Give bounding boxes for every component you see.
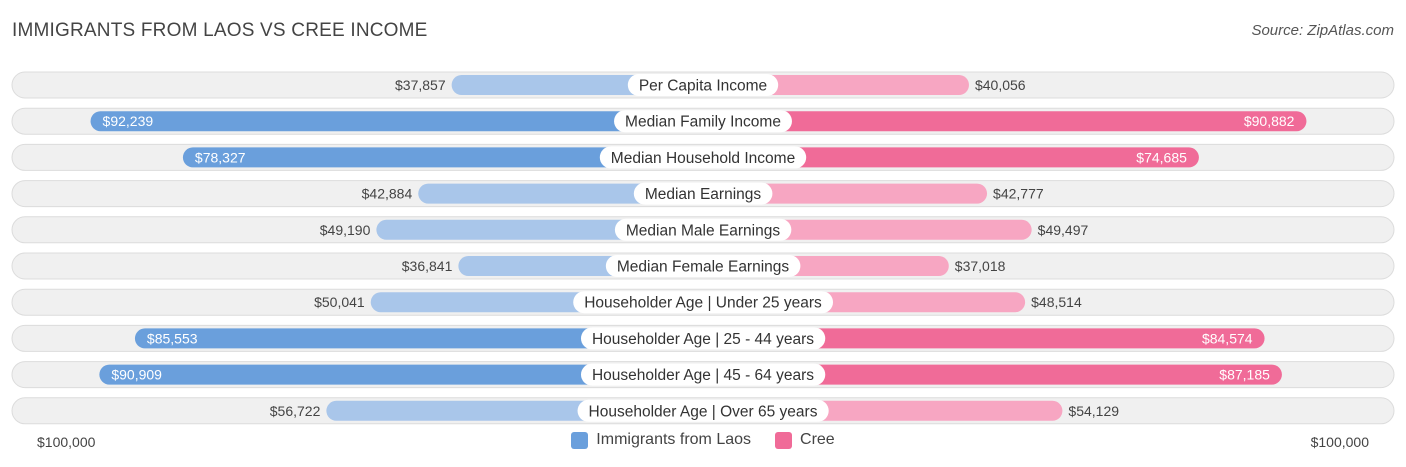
source-label: Source: ZipAtlas.com xyxy=(1251,22,1394,39)
category-label: Median Household Income xyxy=(611,150,795,167)
bar-laos xyxy=(182,147,704,168)
value-label-laos: $36,841 xyxy=(402,258,453,274)
bar-cree xyxy=(703,364,1282,385)
value-label-cree: $54,129 xyxy=(1068,403,1119,419)
value-label-cree: $48,514 xyxy=(1031,294,1082,310)
bar-laos xyxy=(99,364,703,385)
bar-laos xyxy=(90,111,704,132)
category-label: Median Female Earnings xyxy=(617,259,790,276)
bar-cree xyxy=(703,183,988,204)
axis-max-label: $100,000 xyxy=(1310,434,1369,450)
category-pill xyxy=(599,146,807,169)
category-pill xyxy=(633,182,773,205)
value-label-cree: $87,185 xyxy=(1219,367,1270,383)
legend: Immigrants from Laos Cree xyxy=(0,431,1406,449)
bar-cree xyxy=(703,328,1265,349)
legend-item-laos[interactable]: Immigrants from Laos xyxy=(571,431,751,449)
legend-swatch-cree xyxy=(775,431,793,449)
category-label: Householder Age | Over 65 years xyxy=(589,403,818,420)
axis-min-label: $100,000 xyxy=(37,434,96,450)
category-pill xyxy=(580,363,826,386)
value-label-cree: $74,685 xyxy=(1136,149,1187,165)
bar-laos xyxy=(418,183,703,204)
bar-cree xyxy=(703,111,1307,132)
category-pill xyxy=(627,74,779,96)
legend-item-cree[interactable]: Cree xyxy=(775,431,835,449)
category-pill xyxy=(573,291,834,314)
category-pill xyxy=(614,110,792,133)
legend-swatch-laos xyxy=(571,431,589,449)
category-pill xyxy=(580,327,826,350)
value-label-cree: $49,497 xyxy=(1038,222,1089,238)
category-pill xyxy=(614,218,792,241)
value-label-laos: $78,327 xyxy=(195,149,246,165)
category-label: Per Capita Income xyxy=(639,78,767,95)
category-label: Median Earnings xyxy=(645,186,762,203)
value-label-cree: $42,777 xyxy=(993,186,1044,202)
value-label-laos: $49,190 xyxy=(320,222,371,238)
value-label-cree: $37,018 xyxy=(955,258,1006,274)
value-label-laos: $50,041 xyxy=(314,294,365,310)
value-label-cree: $40,056 xyxy=(975,77,1026,93)
value-label-laos: $92,239 xyxy=(103,113,154,129)
category-label: Median Family Income xyxy=(625,114,781,131)
bar-laos xyxy=(134,328,703,349)
category-label: Householder Age | 45 - 64 years xyxy=(592,367,814,384)
chart-title: IMMIGRANTS FROM LAOS VS CREE INCOME xyxy=(12,20,428,41)
legend-label-cree: Cree xyxy=(800,431,835,448)
value-label-laos: $85,553 xyxy=(147,330,198,346)
value-label-laos: $56,722 xyxy=(270,403,321,419)
category-pill xyxy=(577,399,829,422)
bar-cree xyxy=(703,147,1199,168)
legend-label-laos: Immigrants from Laos xyxy=(596,431,752,448)
value-label-laos: $42,884 xyxy=(362,186,413,202)
diverging-bar-chart: $37,857 $40,056 Per Capita Income $92,239 $9… xyxy=(11,71,1395,425)
value-label-laos: $90,909 xyxy=(111,367,162,383)
value-label-laos: $37,857 xyxy=(395,77,446,93)
category-label: Householder Age | Under 25 years xyxy=(584,295,822,312)
value-label-cree: $90,882 xyxy=(1244,113,1295,129)
value-label-cree: $84,574 xyxy=(1202,330,1253,346)
category-label: Householder Age | 25 - 44 years xyxy=(592,331,814,348)
category-label: Median Male Earnings xyxy=(626,222,780,239)
category-pill xyxy=(605,255,801,277)
